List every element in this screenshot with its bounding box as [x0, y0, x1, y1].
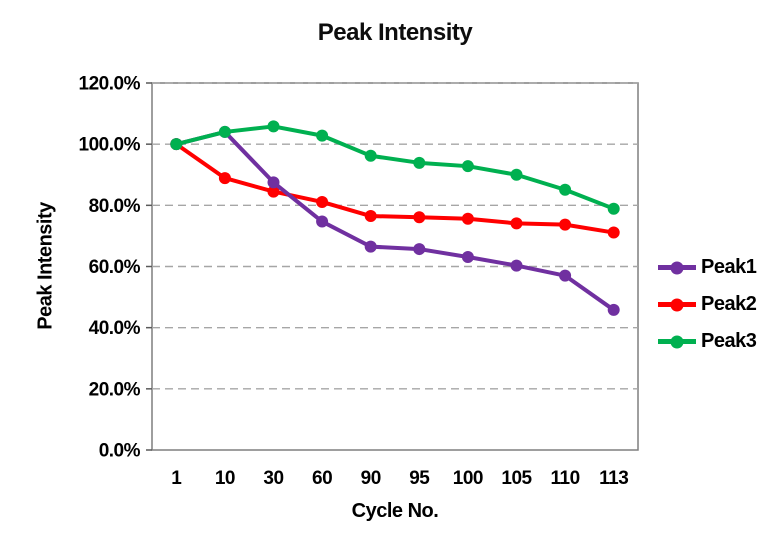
- peak2-line-swatch: [658, 298, 696, 311]
- marker-Peak3-30: [267, 120, 280, 133]
- x-tick-label: 1: [171, 468, 182, 489]
- peak2-marker-dot: [670, 298, 684, 311]
- marker-Peak1-30: [267, 176, 280, 189]
- marker-Peak3-105: [510, 168, 523, 181]
- x-tick-label: 30: [263, 468, 283, 489]
- marker-Peak1-60: [316, 215, 329, 228]
- y-tick-label: 100.0%: [79, 135, 141, 156]
- peak3-line-swatch: [658, 335, 696, 348]
- x-tick-label: 113: [599, 468, 628, 489]
- marker-Peak2-90: [364, 210, 377, 223]
- marker-Peak1-95: [413, 243, 426, 256]
- marker-Peak2-30: [267, 185, 280, 198]
- series-line-Peak3: [175, 124, 615, 211]
- legend-item-peak1: Peak1: [658, 256, 757, 279]
- marker-Peak1-105: [510, 259, 523, 272]
- y-tick-label: 80.0%: [89, 196, 141, 217]
- y-tick-label: 60.0%: [89, 257, 141, 278]
- marker-Peak1-113: [607, 303, 620, 316]
- marker-Peak1-90: [364, 240, 377, 253]
- marker-Peak2-95: [413, 211, 426, 224]
- peak1-marker-dot: [670, 261, 684, 274]
- marker-Peak3-100: [461, 160, 474, 173]
- x-tick-label: 60: [312, 468, 332, 489]
- series-line-Peak2: [175, 142, 615, 235]
- x-tick-label: 105: [501, 468, 532, 489]
- peak3-marker-dot: [670, 335, 684, 348]
- legend-label-peak2: Peak2: [701, 293, 757, 315]
- x-tick-label: 95: [409, 468, 430, 489]
- marker-Peak2-100: [461, 212, 474, 225]
- marker-Peak3-90: [364, 149, 377, 162]
- y-tick-label: 0.0%: [99, 441, 141, 462]
- marker-Peak1-110: [559, 269, 572, 282]
- legend-item-peak2: Peak2: [658, 293, 757, 316]
- legend-item-peak3: Peak3: [658, 330, 757, 353]
- legend-label-peak3: Peak3: [701, 330, 757, 352]
- marker-Peak3-113: [607, 202, 620, 215]
- marker-Peak3-60: [316, 129, 329, 142]
- series-line-Peak1: [175, 129, 615, 312]
- marker-Peak2-105: [510, 217, 523, 230]
- marker-Peak1-100: [461, 251, 474, 264]
- marker-Peak2-110: [559, 218, 572, 231]
- marker-Peak3-110: [559, 183, 572, 196]
- legend-label-peak1: Peak1: [701, 256, 757, 278]
- marker-Peak2-10: [218, 172, 231, 185]
- x-tick-label: 100: [453, 468, 483, 489]
- marker-Peak3-95: [413, 156, 426, 169]
- marker-Peak2-113: [607, 226, 620, 239]
- x-tick-label: 10: [215, 468, 235, 489]
- y-tick-label: 20.0%: [89, 379, 141, 400]
- y-tick-label: 40.0%: [89, 318, 141, 339]
- marker-Peak2-60: [316, 195, 329, 208]
- y-tick-label: 120.0%: [79, 74, 141, 95]
- peak1-line-swatch: [658, 261, 696, 274]
- legend: Peak1 Peak2 Peak3: [658, 256, 757, 353]
- marker-Peak3-1: [170, 138, 183, 151]
- x-tick-label: 90: [361, 468, 381, 489]
- x-axis-title: Cycle No.: [351, 500, 439, 522]
- marker-Peak3-10: [218, 125, 231, 138]
- chart-title: Peak Intensity: [317, 19, 473, 46]
- x-tick-label: 110: [551, 468, 580, 489]
